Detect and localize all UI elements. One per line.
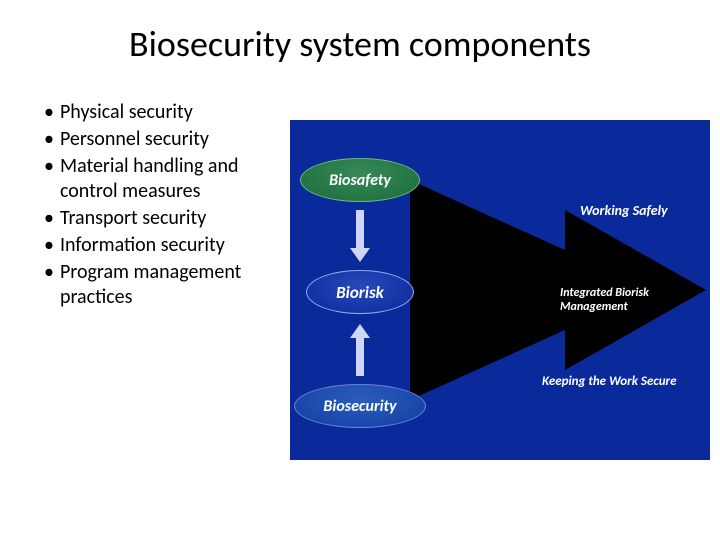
bullet-item: •Physical security — [44, 100, 284, 125]
bullet-dot-icon: • — [44, 206, 54, 231]
biosecurity-diagram: Biosafety Biorisk Biosecurity Working Safel… — [290, 120, 710, 460]
bullet-item: •Information security — [44, 233, 284, 258]
bullet-dot-icon: • — [44, 260, 54, 310]
bullet-dot-icon: • — [44, 100, 54, 125]
bullet-list: •Physical security•Personnel security•Ma… — [44, 100, 284, 312]
bullet-dot-icon: • — [44, 154, 54, 204]
bullet-text: Information security — [60, 233, 284, 258]
slide-title: Biosecurity system components — [0, 22, 720, 66]
bullet-item: •Program management practices — [44, 260, 284, 310]
bullet-dot-icon: • — [44, 233, 54, 258]
arrow-label: Keeping the Work Secure — [542, 374, 677, 389]
bullet-dot-icon: • — [44, 127, 54, 152]
arrow-label: Integrated Biorisk Management — [560, 286, 710, 314]
biosafety-ellipse: Biosafety — [300, 158, 420, 202]
bullet-text: Material handling and control measures — [60, 154, 284, 204]
bullet-text: Program management practices — [60, 260, 284, 310]
bullet-item: •Material handling and control measures — [44, 154, 284, 204]
biosecurity-ellipse: Biosecurity — [294, 384, 426, 428]
biorisk-ellipse: Biorisk — [306, 270, 414, 314]
bullet-text: Personnel security — [60, 127, 284, 152]
bullet-text: Physical security — [60, 100, 284, 125]
bullet-item: •Personnel security — [44, 127, 284, 152]
bullet-item: •Transport security — [44, 206, 284, 231]
bullet-text: Transport security — [60, 206, 284, 231]
arrow-label: Working Safely — [580, 202, 668, 219]
